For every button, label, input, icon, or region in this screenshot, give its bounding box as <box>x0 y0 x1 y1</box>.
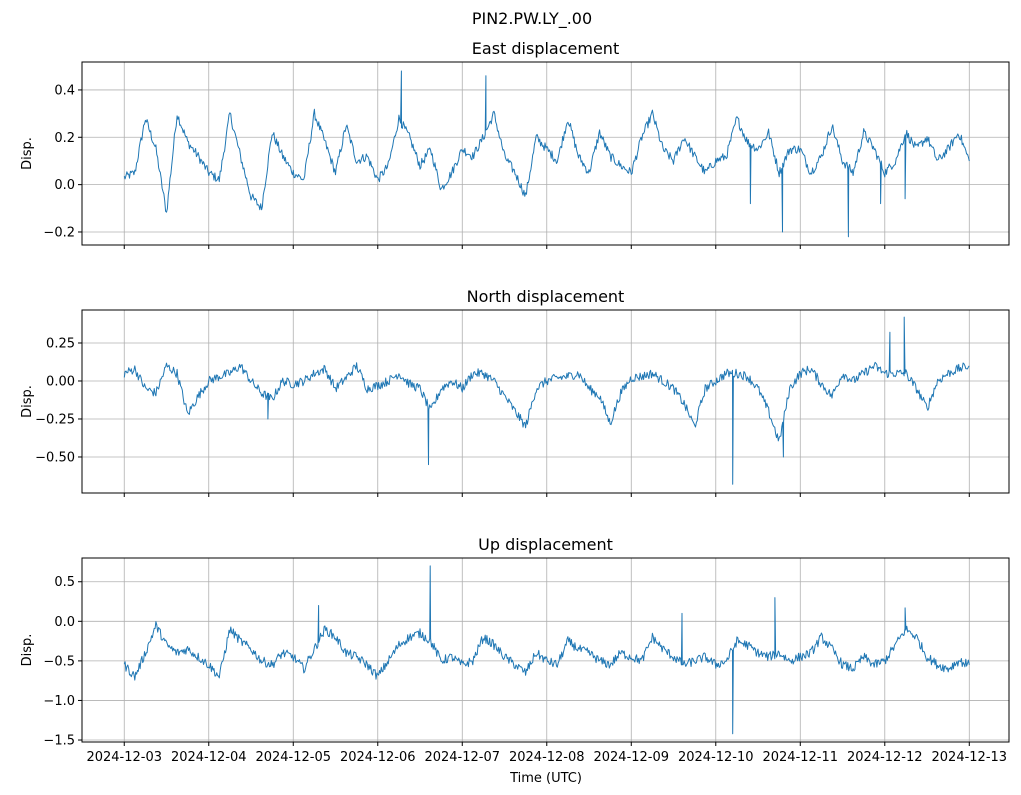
x-tick-label: 2024-12-04 <box>171 750 247 765</box>
east-displacement-line <box>123 70 970 238</box>
y-axis-label: Disp. <box>20 137 35 170</box>
axes-frame <box>81 557 1010 743</box>
x-tick-label: 2024-12-06 <box>340 750 416 765</box>
y-tick-label: −1.0 <box>43 694 75 709</box>
x-tick-label: 2024-12-07 <box>424 750 500 765</box>
x-tick-label: 2024-12-11 <box>762 750 838 765</box>
subplot-title: East displacement <box>472 39 619 58</box>
x-tick-label: 2024-12-09 <box>593 750 669 765</box>
east-subplot: 0.4 0.2 0.0 −0.2 East displacement Disp. <box>20 39 1010 249</box>
axes-frame <box>81 309 1010 494</box>
y-tick-label: −1.5 <box>43 734 75 749</box>
y-tick-label: 0.25 <box>46 336 75 351</box>
y-tick-label: 0.5 <box>54 575 75 590</box>
x-tick-label: 2024-12-10 <box>678 750 754 765</box>
y-tick-label: −0.50 <box>35 450 75 465</box>
y-tick-label: −0.2 <box>43 225 75 240</box>
y-tick-label: 0.0 <box>54 178 75 193</box>
x-tick-label: 2024-12-05 <box>255 750 331 765</box>
up-displacement-line <box>123 565 970 735</box>
up-subplot: 0.5 0.0 −0.5 −1.0 −1.5 Up displacement Disp. 20… <box>20 535 1010 765</box>
x-axis-label: Time (UTC) <box>509 771 582 786</box>
x-tick-label: 2024-12-13 <box>932 750 1008 765</box>
subplot-title: Up displacement <box>478 535 613 554</box>
north-subplot: 0.25 0.00 −0.25 −0.50 North displacement Disp… <box>20 287 1010 497</box>
y-tick-label: −0.5 <box>43 654 75 669</box>
x-tick-label: 2024-12-12 <box>847 750 923 765</box>
x-tick-label: 2024-12-08 <box>509 750 585 765</box>
y-axis-label: Disp. <box>20 385 35 418</box>
y-axis-label: Disp. <box>20 634 35 667</box>
north-displacement-line <box>123 316 970 485</box>
axes-frame <box>81 61 1010 246</box>
y-tick-label: 0.2 <box>54 131 75 146</box>
subplot-title: North displacement <box>467 287 625 306</box>
figure-suptitle: PIN2.PW.LY_.00 <box>472 9 592 29</box>
y-tick-label: −0.25 <box>35 412 75 427</box>
y-tick-label: 0.00 <box>46 374 75 389</box>
y-tick-label: 0.0 <box>54 615 75 630</box>
x-tick-label: 2024-12-03 <box>86 750 162 765</box>
y-tick-label: 0.4 <box>54 83 75 98</box>
